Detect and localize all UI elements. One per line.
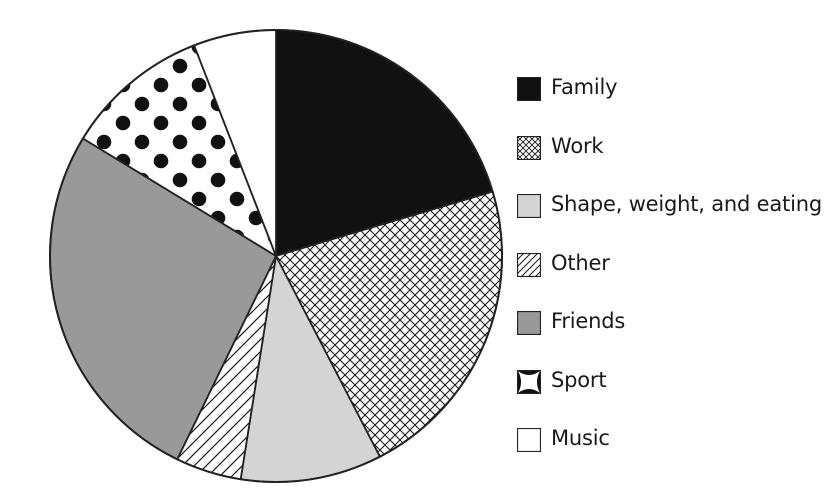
legend-swatch-work [516,135,542,164]
legend-label: Shape, weight, and eating [551,192,822,216]
legend-item-shape-weight-and-eating: Shape, weight, and eating [515,191,835,221]
legend-swatch-sport [516,369,542,398]
legend-item-work: Work [515,133,835,163]
legend-swatch-family [516,76,542,105]
legend-item-sport: Sport [515,367,835,397]
legend-item-family: Family [515,74,835,104]
legend-item-friends: Friends [515,308,835,338]
pie-slices [49,29,503,483]
legend-swatch-music [516,427,542,456]
legend-label: Sport [551,367,607,392]
pie-outline [49,29,503,483]
legend-label: Work [551,133,604,158]
legend-label: Friends [551,309,626,333]
legend-item-music: Music [515,425,835,455]
legend-swatch-other [516,252,542,281]
legend-item-other: Other [515,250,835,280]
legend-label: Music [551,426,610,450]
legend-label: Other [551,250,610,275]
legend-swatch-shape-weight-and-eating [516,193,542,222]
legend-label: Family [551,75,618,99]
legend-swatch-friends [516,310,542,339]
